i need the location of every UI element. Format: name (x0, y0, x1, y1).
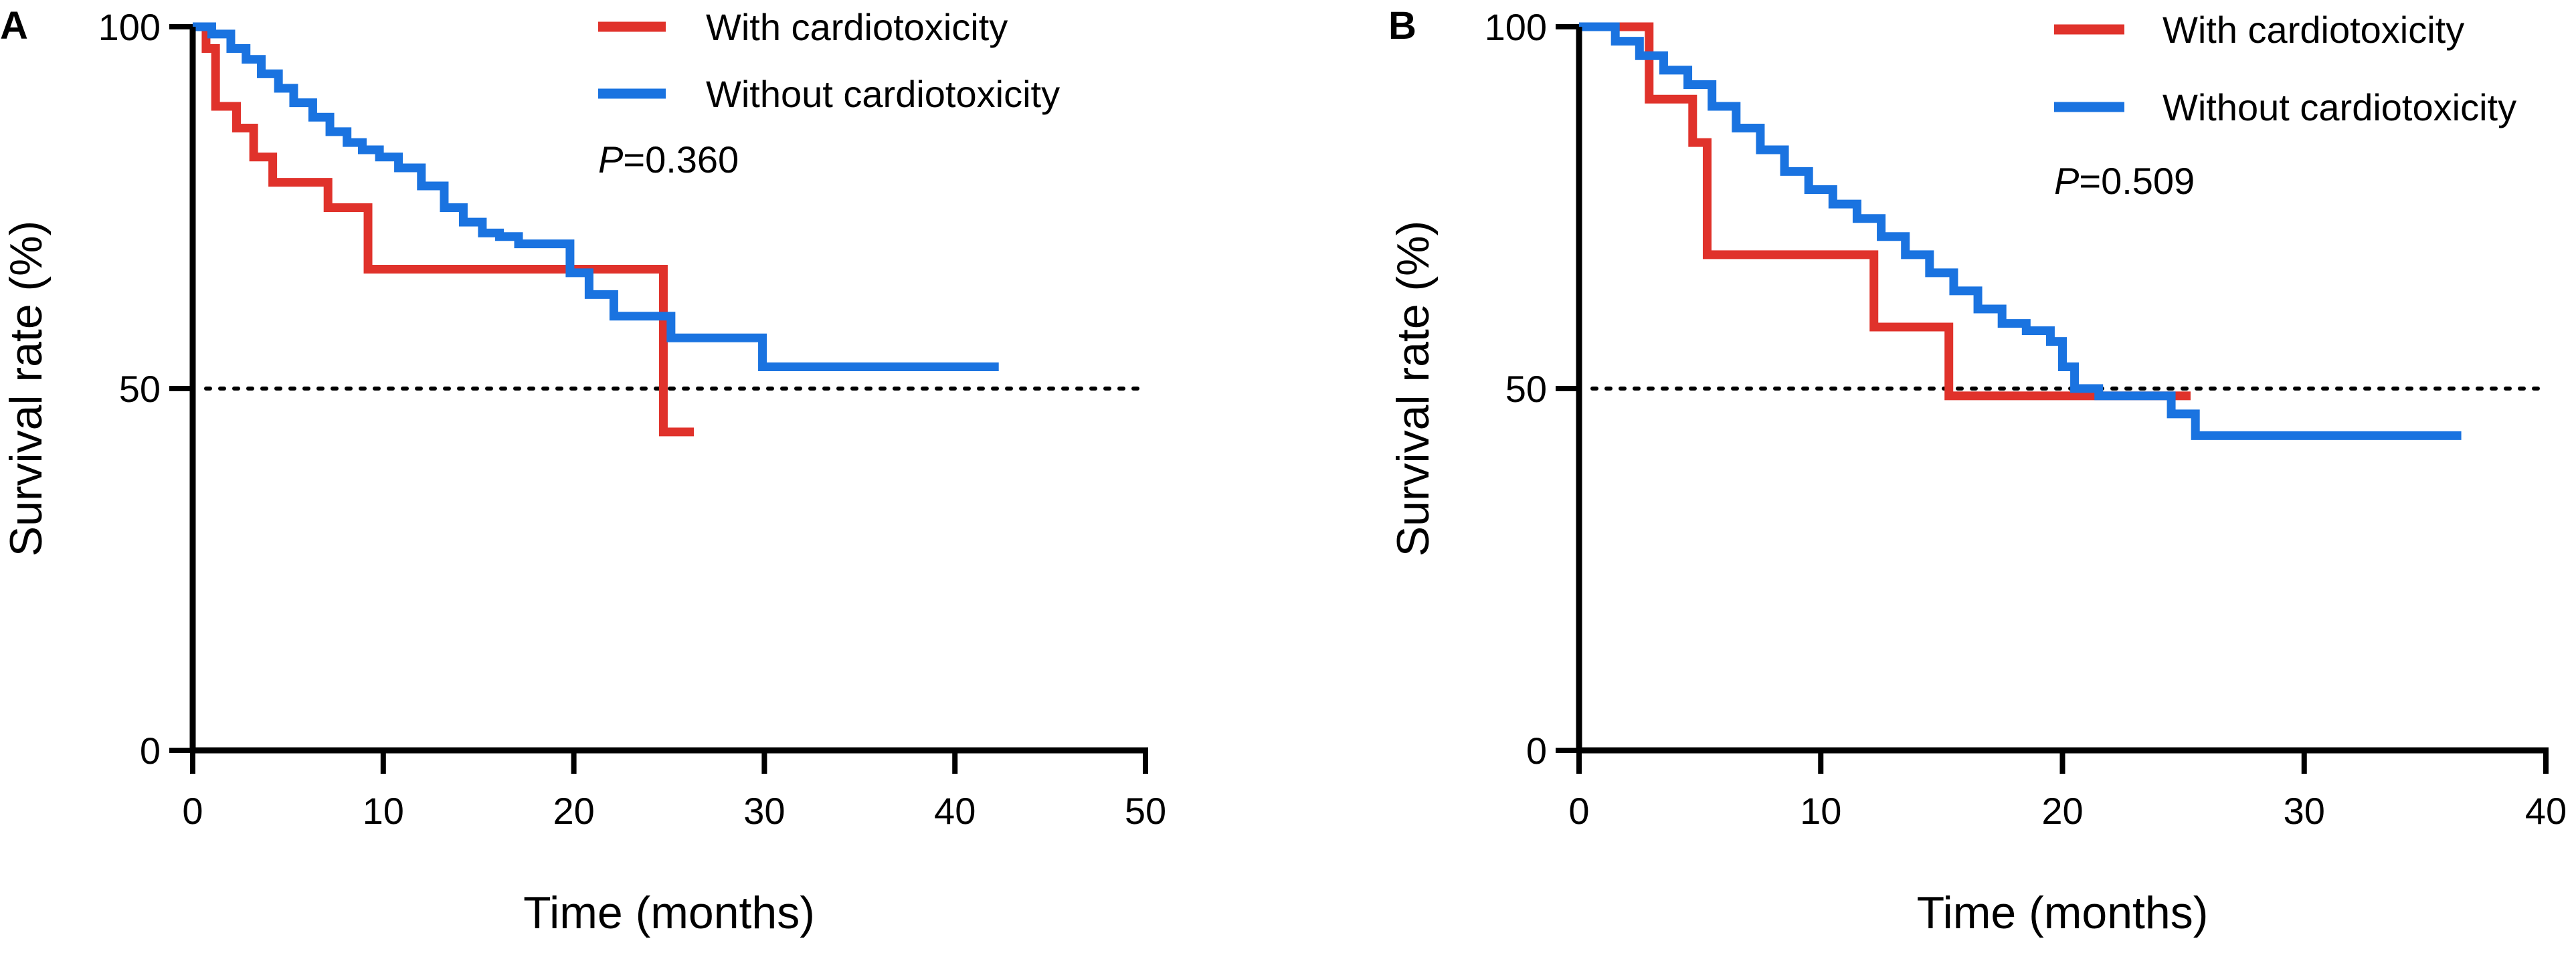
x-tick-label-30-a: 30 (743, 790, 785, 832)
panel-label-b: B (1388, 4, 1416, 47)
y-axis-title-b: Survival rate (%) (1388, 221, 1439, 557)
legend-label-with-b: With cardiotoxicity (2163, 9, 2464, 51)
panel-a: A 0 50 100 0 10 20 30 40 50 Time (months) Surviv… (0, 4, 1166, 938)
p-label-b: P (2054, 160, 2079, 202)
series-line-without-b (1579, 22, 2462, 440)
x-tick-label-0-a: 0 (182, 790, 203, 832)
p-number-b: =0.509 (2079, 160, 2195, 202)
x-tick-label-10-a: 10 (363, 790, 404, 832)
panel-b: B 0 50 100 0 10 20 30 40 Time (months) Survival… (1388, 4, 2567, 938)
legend-label-with-a: With cardiotoxicity (706, 6, 1008, 48)
y-tick-label-0-b: 0 (1526, 730, 1547, 772)
panel-label-a: A (0, 4, 28, 47)
legend-b: With cardiotoxicity Without cardiotoxici… (2054, 9, 2516, 128)
series-a (193, 22, 999, 437)
y-tick-label-0-a: 0 (140, 730, 161, 772)
y-axis-title-a: Survival rate (%) (1, 221, 52, 557)
x-axis-title-b: Time (months) (1917, 887, 2209, 938)
series-line-with-a (193, 22, 695, 437)
legend-a: With cardiotoxicity Without cardiotoxici… (598, 6, 1060, 115)
legend-label-without-a: Without cardiotoxicity (706, 73, 1060, 115)
legend-label-without-b: Without cardiotoxicity (2163, 86, 2516, 128)
series-b (1579, 22, 2462, 440)
p-value-b: P=0.509 (2054, 160, 2195, 202)
y-tick-label-50-a: 50 (119, 368, 161, 410)
y-tick-label-100-a: 100 (98, 6, 161, 48)
axes-a: 0 50 100 0 10 20 30 40 50 (98, 6, 1167, 832)
y-tick-label-50-b: 50 (1505, 368, 1547, 410)
series-line-without-a (193, 22, 999, 372)
axes-b: 0 50 100 0 10 20 30 40 (1485, 6, 2567, 832)
x-tick-label-0-b: 0 (1568, 790, 1589, 832)
series-line-with-b (1579, 22, 2191, 401)
x-axis-title-a: Time (months) (523, 887, 815, 938)
y-tick-label-100-b: 100 (1485, 6, 1547, 48)
p-label-a: P (598, 138, 623, 181)
x-tick-label-30-b: 30 (2284, 790, 2325, 832)
x-tick-label-40-a: 40 (934, 790, 976, 832)
p-number-a: =0.360 (623, 138, 739, 181)
x-tick-label-50-a: 50 (1125, 790, 1166, 832)
x-tick-label-10-b: 10 (1800, 790, 1841, 832)
x-tick-label-20-a: 20 (553, 790, 594, 832)
p-value-a: P=0.360 (598, 138, 739, 181)
x-tick-label-40-b: 40 (2525, 790, 2567, 832)
x-tick-label-20-b: 20 (2041, 790, 2083, 832)
